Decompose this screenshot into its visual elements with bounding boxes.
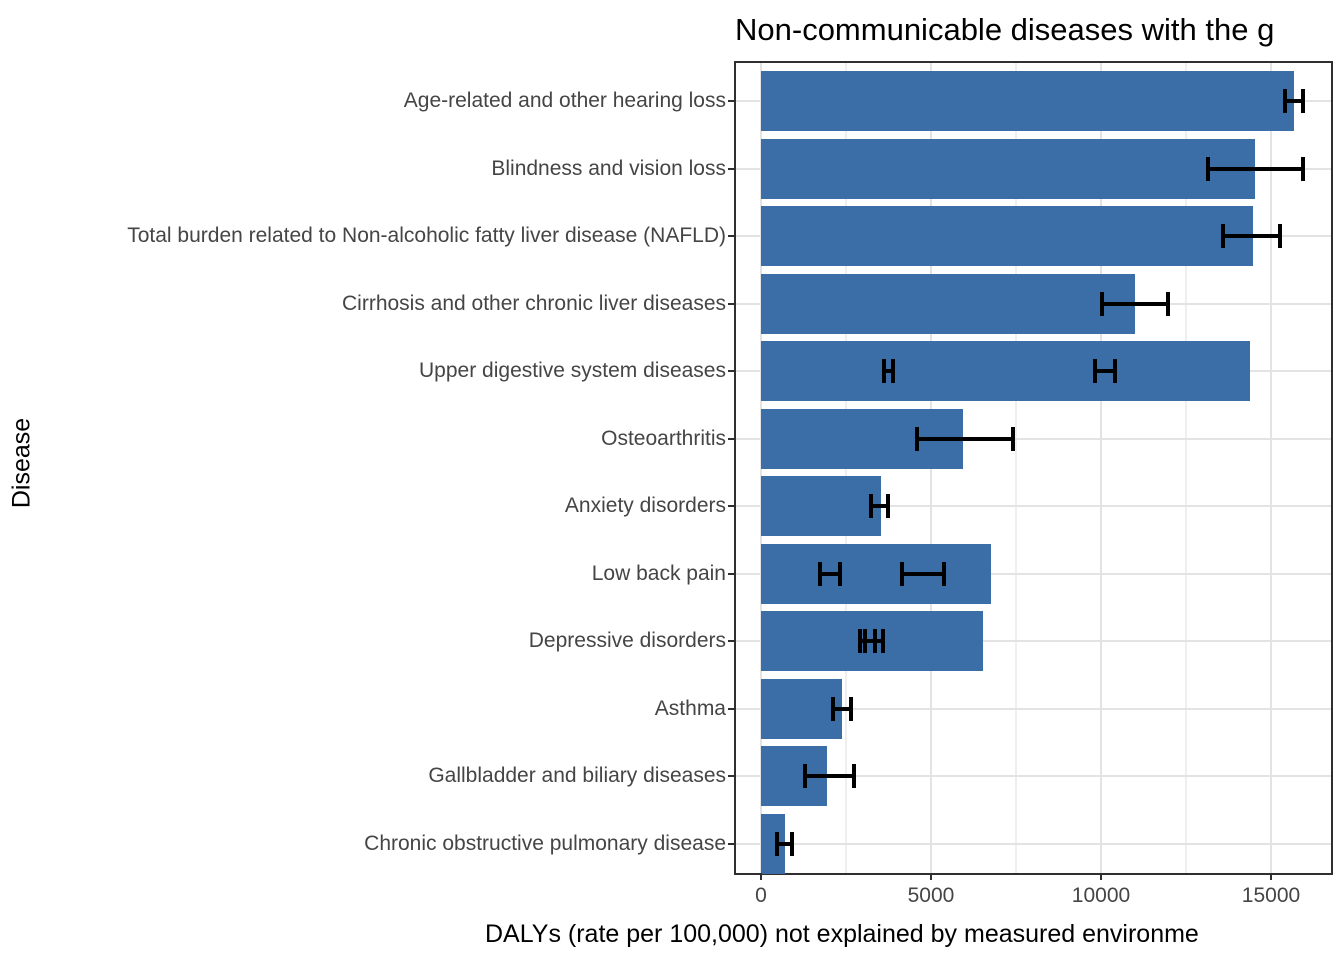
error-bar-cap: [1282, 89, 1287, 113]
y-tick-label: Age-related and other hearing loss: [403, 89, 726, 112]
x-tick-mark: [1099, 873, 1102, 880]
y-tick-label: Total burden related to Non-alcoholic fa…: [127, 224, 726, 247]
error-bar-cap: [1300, 156, 1305, 181]
error-bar-cap: [886, 494, 891, 518]
bar: [760, 138, 1255, 199]
error-bar-cap: [915, 426, 920, 451]
bar: [760, 341, 1251, 401]
error-bar-line: [1102, 301, 1168, 306]
bar: [760, 206, 1253, 266]
error-bar-cap: [869, 494, 874, 518]
x-axis-title: DALYs (rate per 100,000) not explained b…: [485, 920, 1199, 948]
error-bar-cap: [1010, 426, 1015, 451]
error-bar-cap: [1092, 359, 1097, 383]
error-bar-cap: [1165, 291, 1170, 316]
y-axis-title: Disease: [7, 417, 36, 509]
gridline-row: [736, 640, 1331, 642]
error-bar-line: [820, 571, 840, 576]
y-tick-mark: [728, 505, 736, 507]
error-bar-cap: [882, 359, 887, 383]
gridline-row: [736, 437, 1331, 440]
error-bar-line: [902, 571, 944, 576]
error-bar-line: [1223, 234, 1281, 238]
error-bar-cap: [863, 629, 868, 653]
error-bar-line: [917, 436, 1013, 441]
y-tick-mark: [728, 640, 736, 642]
y-tick-label: Asthma: [654, 696, 726, 720]
gridline-row: [736, 572, 1331, 575]
plot-panel: [734, 61, 1333, 875]
y-tick-label: Depressive disorders: [528, 629, 726, 652]
error-bar-line: [871, 504, 889, 508]
y-tick-label: Chronic obstructive pulmonary disease: [364, 831, 726, 855]
y-tick-mark: [728, 235, 736, 237]
error-bar-line: [1094, 369, 1115, 373]
error-bar-cap: [849, 696, 854, 721]
error-bar-line: [1284, 99, 1303, 103]
bar: [760, 476, 881, 536]
error-bar-cap: [1206, 156, 1211, 181]
bar: [760, 678, 842, 739]
gridline-row: [736, 707, 1331, 710]
gridline-row: [736, 775, 1331, 777]
error-bar-cap: [1112, 359, 1117, 383]
error-bar-cap: [1100, 291, 1104, 316]
bar: [760, 273, 1135, 334]
error-bar-line: [776, 841, 792, 846]
error-bar-cap: [1300, 89, 1305, 113]
y-tick-label: Low back pain: [591, 561, 726, 585]
error-bar-cap: [890, 359, 895, 383]
error-bar-cap: [1278, 224, 1283, 248]
y-tick-mark: [728, 842, 736, 845]
y-tick-mark: [728, 572, 736, 575]
error-bar-cap: [837, 561, 842, 586]
error-bar-line: [884, 369, 893, 373]
gridline-row: [736, 505, 1331, 507]
error-bar-line: [1208, 166, 1303, 171]
gridline-minor: [1184, 63, 1187, 873]
y-tick-label: Osteoarthritis: [601, 426, 726, 450]
gridline-major: [1269, 63, 1272, 873]
y-tick-mark: [728, 707, 736, 710]
error-bar-cap: [818, 561, 823, 586]
x-tick-label: 15000: [1241, 884, 1301, 907]
gridline-minor: [1014, 63, 1017, 873]
error-bar-cap: [831, 696, 836, 721]
gridline-major: [1099, 63, 1102, 873]
error-bar-cap: [1221, 224, 1226, 248]
error-bar-cap: [900, 561, 905, 586]
error-bar-line: [804, 774, 855, 778]
bar: [760, 71, 1295, 131]
x-tick-label: 10000: [1071, 884, 1131, 907]
bar: [760, 543, 991, 604]
x-tick-mark: [759, 873, 762, 880]
y-tick-mark: [728, 167, 736, 170]
error-bar-cap: [789, 831, 794, 856]
error-bar-line: [865, 639, 884, 643]
y-tick-label: Blindness and vision loss: [491, 156, 726, 180]
error-bar-cap: [774, 831, 779, 856]
x-tick-mark: [1269, 873, 1272, 880]
gridline-row: [736, 842, 1331, 845]
y-tick-label: Anxiety disorders: [564, 494, 726, 517]
y-tick-label: Cirrhosis and other chronic liver diseas…: [342, 291, 726, 315]
x-tick-mark: [929, 873, 932, 880]
error-bar-cap: [941, 561, 946, 586]
x-tick-label: 5000: [907, 884, 955, 907]
error-bar-line: [833, 706, 852, 711]
error-bar-cap: [857, 629, 862, 653]
y-tick-mark: [728, 775, 736, 777]
y-tick-mark: [728, 100, 736, 102]
y-tick-label: Upper digestive system diseases: [419, 359, 726, 382]
error-bar-cap: [881, 629, 886, 653]
error-bar-cap: [802, 764, 807, 788]
y-tick-label: Gallbladder and biliary diseases: [428, 764, 726, 787]
x-tick-label: 0: [755, 884, 767, 907]
error-bar-cap: [852, 764, 857, 788]
y-tick-mark: [728, 437, 736, 440]
chart-title: Non-communicable diseases with the g: [735, 12, 1275, 47]
y-tick-mark: [728, 302, 736, 305]
y-tick-mark: [728, 370, 736, 372]
